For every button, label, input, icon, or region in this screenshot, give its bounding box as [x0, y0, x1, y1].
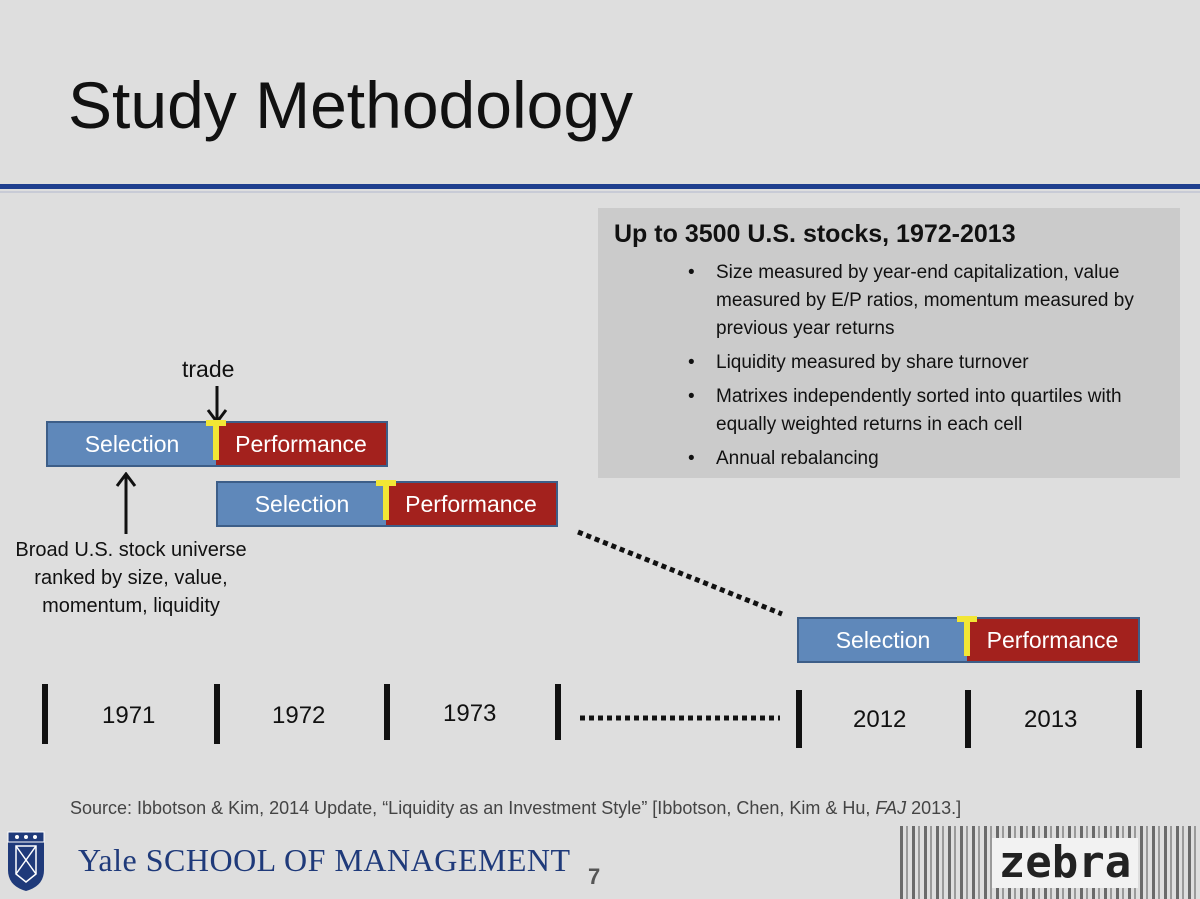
year-label: 1972	[272, 702, 326, 729]
info-bullet: • Annual rebalancing	[688, 445, 1164, 473]
period-bar-2012: Selection Performance	[797, 616, 1140, 663]
trade-marker-icon	[376, 480, 396, 520]
selection-segment: Selection	[48, 423, 216, 465]
trade-marker-icon	[206, 420, 226, 460]
info-box-heading: Up to 3500 U.S. stocks, 1972-2013	[614, 220, 1016, 248]
timeline-tick	[384, 684, 390, 740]
period-bar-1972: Selection Performance	[216, 480, 558, 527]
info-bullet-text: Liquidity measured by share turnover	[716, 352, 1029, 373]
year-label: 1973	[443, 700, 497, 727]
info-bullet: • Liquidity measured by share turnover	[688, 349, 1164, 377]
info-bullet-text: Annual rebalancing	[716, 448, 879, 469]
year-label: 2012	[853, 706, 907, 733]
timeline-tick	[555, 684, 561, 740]
info-bullet-list: • Size measured by year-end capitalizatio…	[614, 259, 1164, 473]
performance-segment: Performance	[386, 483, 556, 525]
universe-up-arrow-icon	[115, 472, 137, 534]
timeline-tick	[965, 690, 971, 748]
bullet-dot-icon: •	[688, 352, 695, 373]
timeline-tick	[796, 690, 802, 748]
trade-marker-icon	[957, 616, 977, 656]
source-citation: Source: Ibbotson & Kim, 2014 Update, “Li…	[70, 798, 961, 819]
selection-segment: Selection	[799, 619, 967, 661]
trade-label: trade	[182, 356, 235, 382]
timeline-tick	[42, 684, 48, 744]
bullet-dot-icon: •	[688, 386, 695, 407]
universe-caption: Broad U.S. stock universe ranked by size…	[15, 539, 247, 617]
timeline-tick	[214, 684, 220, 744]
yale-shield-icon	[7, 831, 45, 891]
info-bullet-text: Matrixes independently sorted into quart…	[716, 386, 1122, 435]
bullet-dot-icon: •	[688, 262, 695, 283]
title-divider	[0, 184, 1200, 189]
performance-segment: Performance	[967, 619, 1138, 661]
school-name: Yale SCHOOL OF MANAGEMENT	[78, 842, 571, 878]
source-prefix: Source: Ibbotson & Kim, 2014 Update, “Li…	[70, 798, 876, 818]
year-label: 1971	[102, 702, 156, 729]
zebra-logo: zebra	[900, 826, 1200, 899]
bullet-dot-icon: •	[688, 448, 695, 469]
period-bar-1971: Selection Performance	[46, 420, 388, 467]
slide-title: Study Methodology	[68, 68, 634, 142]
source-suffix: 2013.]	[906, 798, 962, 818]
year-label: 2013	[1024, 706, 1078, 733]
page-number: 7	[588, 864, 601, 889]
title-divider-shadow	[0, 191, 1200, 193]
source-journal: FAJ	[875, 798, 907, 818]
zebra-logo-text: zebra	[992, 838, 1138, 888]
selection-segment: Selection	[218, 483, 386, 525]
info-bullet: • Matrixes independently sorted into quar…	[688, 383, 1164, 439]
performance-segment: Performance	[216, 423, 386, 465]
info-bullet: • Size measured by year-end capitalizatio…	[688, 259, 1164, 343]
timeline-tick	[1136, 690, 1142, 748]
info-bullet-text: Size measured by year-end capitalization…	[716, 262, 1134, 339]
methodology-info-box: Up to 3500 U.S. stocks, 1972-2013 • Size …	[598, 208, 1180, 478]
